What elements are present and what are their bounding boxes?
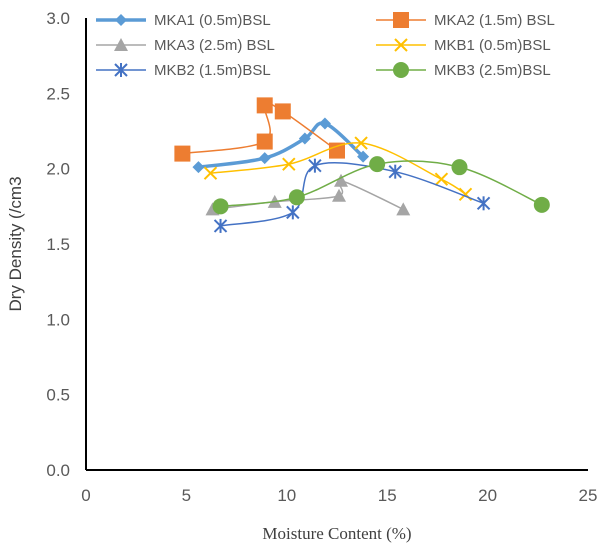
data-point	[434, 172, 449, 186]
x-tick-label: 25	[579, 486, 598, 505]
legend-marker	[115, 14, 127, 26]
series-3	[205, 173, 411, 216]
x-tick-label: 15	[378, 486, 397, 505]
y-tick-label: 1.0	[46, 310, 70, 329]
legend-entry: MKA2 (1.5m) BSL	[376, 12, 555, 29]
y-tick-label: 2.5	[46, 84, 70, 103]
data-point	[192, 161, 205, 174]
data-point	[286, 205, 300, 220]
legend-entry: MKB1 (0.5m)BSL	[376, 37, 551, 54]
legend-label: MKA3 (2.5m) BSL	[154, 37, 275, 54]
data-point	[298, 132, 311, 145]
legend-label: MKB1 (0.5m)BSL	[434, 37, 551, 54]
data-point	[288, 189, 305, 206]
data-point	[334, 173, 349, 187]
axes: 0 5 10 15 20 25 0.0 0.5 1.0 1.5 2.0 2.5 3.0	[46, 9, 597, 505]
data-point	[274, 103, 291, 120]
x-tick-label: 10	[277, 486, 296, 505]
series-2	[174, 97, 345, 162]
x-tick-label: 20	[478, 486, 497, 505]
y-tick-label: 0.5	[46, 386, 70, 405]
x-tick-label: 0	[81, 486, 90, 505]
data-point	[308, 158, 322, 173]
legend-label: MKB2 (1.5m)BSL	[154, 62, 271, 79]
y-tick-label: 1.5	[46, 235, 70, 254]
legend-marker	[394, 38, 408, 52]
series-layer	[174, 97, 550, 233]
y-tick-label: 2.0	[46, 160, 70, 179]
legend-marker	[393, 62, 409, 78]
data-point	[203, 166, 218, 180]
y-axis-title: Dry Density (/cm3	[6, 176, 25, 311]
legend-entry: MKB2 (1.5m)BSL	[96, 62, 271, 79]
series-1	[192, 117, 370, 174]
data-point	[212, 198, 229, 215]
x-tick-label: 5	[182, 486, 191, 505]
legend-entry: MKB3 (2.5m)BSL	[376, 62, 551, 79]
x-axis-title: Moisture Content (%)	[262, 524, 411, 543]
legend-label: MKB3 (2.5m)BSL	[434, 62, 551, 79]
series-6	[212, 156, 550, 215]
data-point	[174, 145, 191, 162]
data-point	[318, 117, 331, 130]
data-point	[451, 159, 468, 176]
data-point	[369, 156, 386, 173]
data-point	[357, 150, 370, 163]
legend: MKA1 (0.5m)BSL MKA2 (1.5m) BSL MKA3 (2.5m)…	[96, 12, 555, 79]
legend-marker	[393, 12, 409, 28]
data-point	[329, 142, 345, 159]
legend-marker	[114, 38, 128, 51]
data-point	[282, 157, 296, 171]
data-point	[256, 133, 273, 150]
y-tick-label: 3.0	[46, 9, 70, 28]
y-tick-label: 0.0	[46, 461, 70, 480]
legend-label: MKA1 (0.5m)BSL	[154, 12, 271, 29]
legend-entry: MKA3 (2.5m) BSL	[96, 37, 275, 54]
data-point	[332, 188, 347, 202]
legend-marker	[114, 63, 128, 77]
legend-entry: MKA1 (0.5m)BSL	[96, 12, 271, 29]
data-point	[213, 218, 228, 233]
series-5	[213, 158, 491, 233]
data-point	[388, 164, 402, 179]
legend-label: MKA2 (1.5m) BSL	[434, 12, 555, 29]
data-point	[533, 196, 550, 213]
data-point	[256, 97, 273, 114]
series-4	[203, 136, 473, 201]
data-point	[354, 136, 368, 150]
data-point	[396, 202, 411, 216]
data-point	[258, 152, 271, 165]
data-point	[476, 196, 491, 211]
